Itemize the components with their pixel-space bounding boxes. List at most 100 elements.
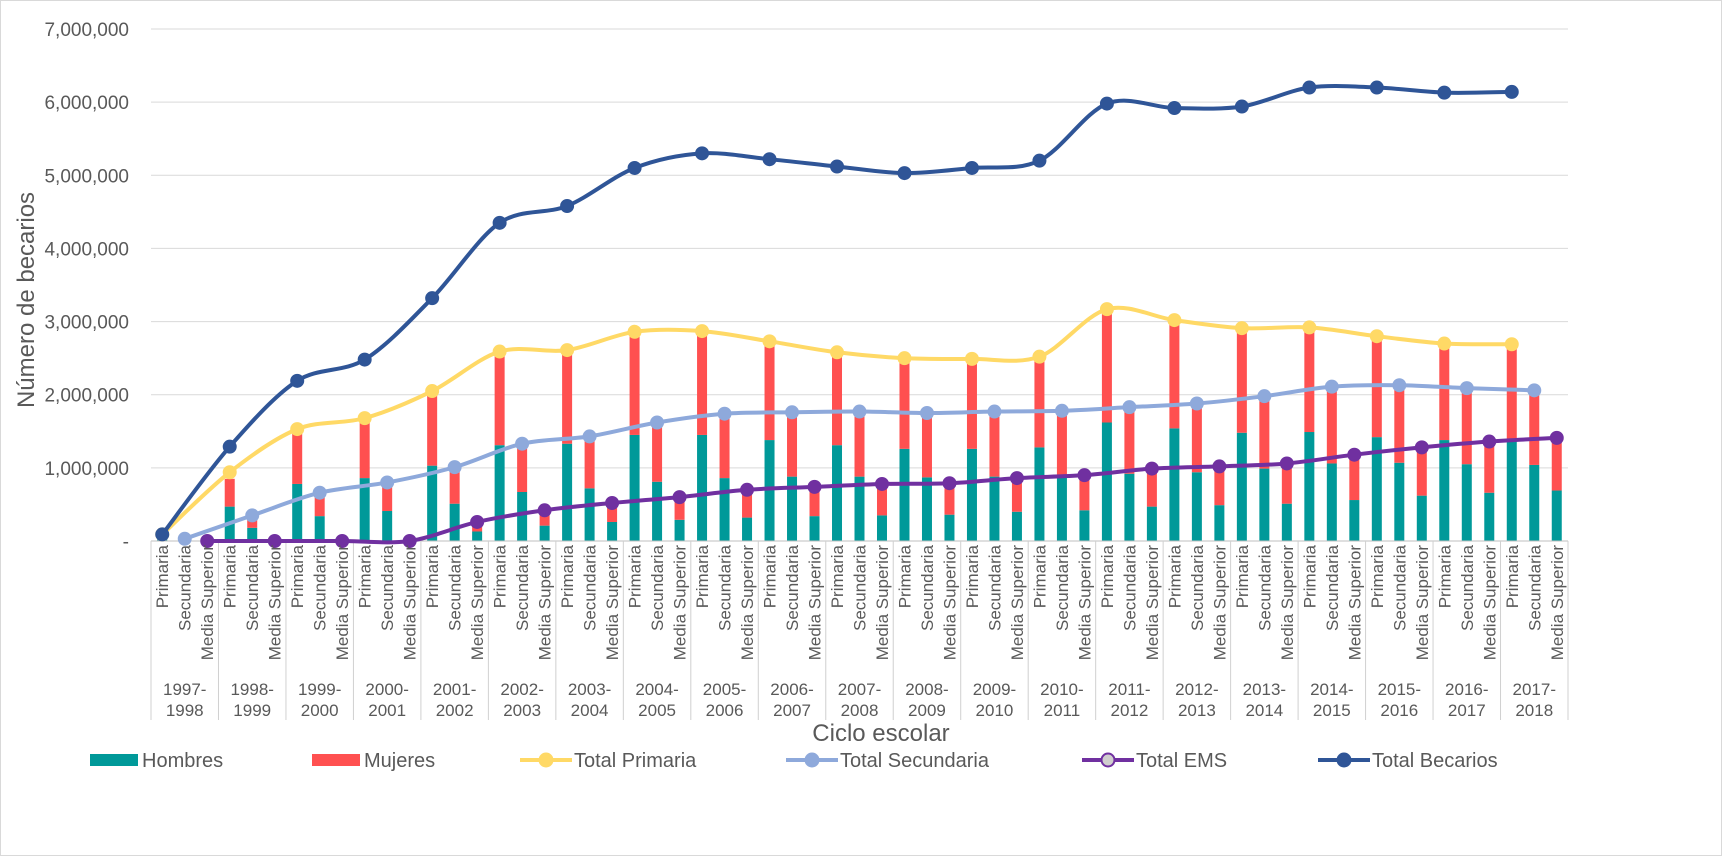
x-axis-title: Ciclo escolar: [812, 720, 949, 747]
bar-hombres: [809, 516, 820, 541]
series-point: [1504, 84, 1519, 99]
bar-mujeres: [1529, 389, 1540, 465]
bar-hombres: [674, 519, 685, 541]
level-tick-label: Primaria: [288, 544, 307, 608]
series-point: [740, 482, 755, 497]
bar-hombres: [539, 525, 550, 541]
series-point: [785, 405, 800, 420]
level-tick-label: Primaria: [626, 544, 645, 608]
cycle-tick-label: 2009: [908, 701, 946, 720]
bar-hombres: [966, 448, 977, 541]
level-tick-label: Media Superior: [873, 545, 892, 661]
cycle-tick-label: 2016-: [1445, 680, 1488, 699]
bar-mujeres: [674, 497, 685, 520]
level-tick-label: Media Superior: [603, 545, 622, 661]
y-tick-label: -: [123, 532, 129, 553]
bar-mujeres: [1011, 478, 1022, 512]
bar-mujeres: [427, 392, 438, 466]
level-tick-label: Secundaria: [1458, 544, 1477, 631]
bar-hombres: [1079, 510, 1090, 541]
bar-mujeres: [719, 413, 730, 479]
bar-mujeres: [382, 482, 393, 512]
series-total-primaria: [155, 302, 1519, 542]
bar-hombres: [921, 477, 932, 541]
level-tick-label: Primaria: [558, 544, 577, 608]
bar-mujeres: [966, 358, 977, 449]
level-tick-label: Secundaria: [918, 544, 937, 631]
series-point: [1257, 389, 1272, 404]
bar-hombres: [449, 503, 460, 541]
level-tick-label: Secundaria: [581, 544, 600, 631]
series-point: [964, 351, 979, 366]
bar-mujeres: [1034, 356, 1045, 448]
level-tick-label: Primaria: [828, 544, 847, 608]
level-tick-label: Secundaria: [176, 544, 195, 631]
bar-hombres: [1191, 472, 1202, 541]
y-tick-label: 5,000,000: [44, 166, 129, 187]
series-point: [1032, 153, 1047, 168]
series-point: [1167, 313, 1182, 328]
series-point: [964, 160, 979, 175]
cycle-tick-label: 2015: [1313, 701, 1351, 720]
legend-label: Total EMS: [1136, 750, 1227, 772]
bar-mujeres: [1394, 385, 1405, 463]
y-axis-ticks: - 1,000,000 2,000,000 3,000,000 4,000,000 5,0…: [44, 20, 129, 553]
cycle-tick-label: 2001-: [433, 680, 476, 699]
cycle-tick-label: 2013-: [1243, 680, 1286, 699]
series-point: [1369, 329, 1384, 344]
series-point: [155, 527, 170, 542]
bar-hombres: [1281, 503, 1292, 541]
bar-hombres: [1304, 432, 1315, 541]
series-point: [222, 439, 237, 454]
level-tick-label: Primaria: [423, 544, 442, 608]
bar-hombres: [1506, 440, 1517, 541]
bar-hombres: [1011, 511, 1022, 541]
level-tick-label: Secundaria: [1120, 544, 1139, 631]
series-point: [1347, 447, 1362, 462]
bar-hombres: [607, 521, 618, 541]
bar-mujeres: [1146, 469, 1157, 507]
legend-label: Mujeres: [364, 750, 435, 772]
bar-mujeres: [629, 331, 640, 435]
bar-hombres: [1101, 422, 1112, 541]
bar-hombres: [314, 516, 325, 541]
level-tick-label: Secundaria: [1188, 544, 1207, 631]
bar-hombres: [832, 445, 843, 541]
bar-hombres: [1146, 506, 1157, 541]
level-tick-label: Primaria: [1098, 544, 1117, 608]
bar-hombres: [427, 465, 438, 541]
level-tick-label: Secundaria: [648, 544, 667, 631]
series-point: [1234, 99, 1249, 114]
series-point: [1459, 381, 1474, 396]
level-tick-label: Media Superior: [1143, 545, 1162, 661]
cycle-tick-label: 2009-: [973, 680, 1016, 699]
level-tick-label: Media Superior: [266, 545, 285, 661]
series-total-ems: [200, 430, 1564, 548]
series-point: [919, 406, 934, 420]
bar-mujeres: [1056, 411, 1067, 476]
bar-mujeres: [989, 411, 1000, 477]
bar-hombres: [899, 448, 910, 541]
series-point: [425, 291, 440, 306]
series-point: [807, 479, 822, 494]
bar-hombres: [1034, 447, 1045, 541]
series-point: [1077, 468, 1092, 483]
level-tick-label: Secundaria: [446, 544, 465, 631]
series-point: [425, 384, 440, 399]
series-total-becarios: [155, 80, 1519, 542]
level-tick-label: Secundaria: [311, 544, 330, 631]
bar-mujeres: [854, 411, 865, 477]
cycle-tick-label: 2001: [368, 701, 406, 720]
bar-mujeres: [1326, 386, 1337, 464]
level-tick-label: Primaria: [761, 544, 780, 608]
cycle-tick-label: 2000: [301, 701, 339, 720]
cycle-tick-label: 1998: [166, 701, 204, 720]
level-tick-label: Media Superior: [536, 545, 555, 661]
legend-swatch-marker: [1100, 752, 1116, 768]
y-tick-label: 3,000,000: [44, 313, 129, 334]
series-point: [1437, 336, 1452, 351]
series-point: [1054, 403, 1069, 418]
bar-mujeres: [517, 444, 528, 492]
level-tick-label: Secundaria: [1323, 544, 1342, 631]
series-point: [470, 514, 485, 529]
